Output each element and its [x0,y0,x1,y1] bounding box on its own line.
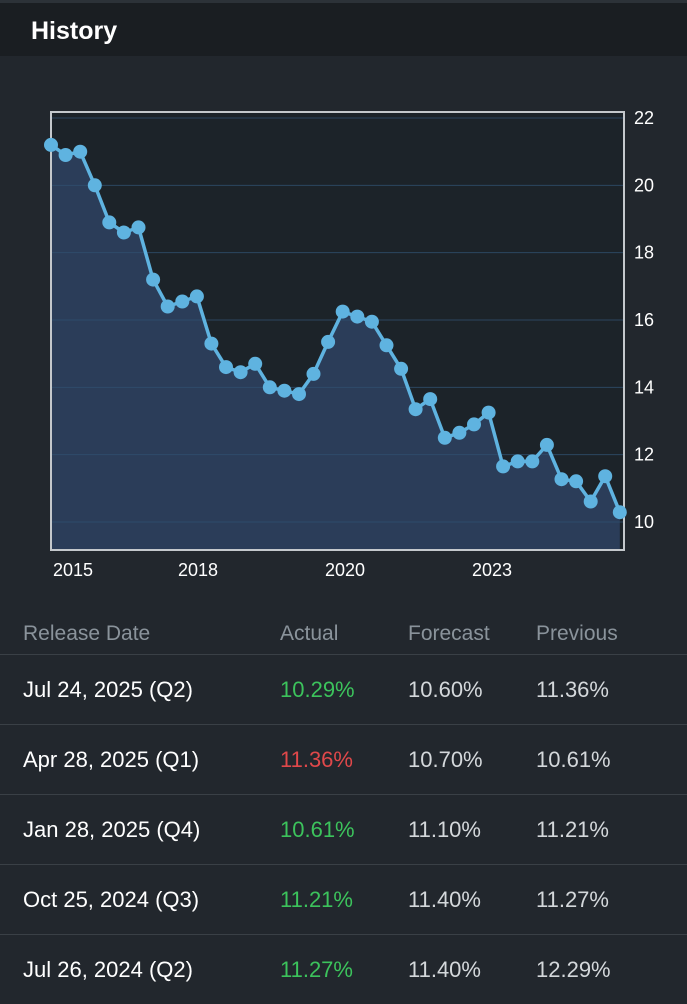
forecast-cell: 10.60% [408,677,483,702]
forecast-cell: 10.70% [408,747,483,772]
data-point[interactable] [44,137,58,152]
previous-cell: 11.27% [536,887,609,912]
x-tick-label: 2015 [53,560,93,580]
previous-cell: 11.36% [536,677,609,702]
history-chart: 10 12 14 16 18 20 22 2015 2018 2020 2023 [0,56,687,600]
data-point[interactable] [116,225,131,240]
data-point[interactable] [233,365,248,380]
y-tick-label: 14 [634,377,654,397]
x-tick-label: 2023 [472,560,512,580]
data-point[interactable] [583,494,598,509]
forecast-cell: 11.40% [408,887,481,912]
data-point[interactable] [321,334,336,349]
series-line [50,143,622,513]
previous-cell: 12.29% [536,957,611,982]
data-point[interactable] [496,459,511,474]
data-point[interactable] [598,469,613,484]
data-point[interactable] [292,387,306,402]
data-point[interactable] [539,437,554,452]
data-point[interactable] [204,336,219,351]
actual-cell: 10.29% [280,677,355,702]
y-tick-label: 18 [634,243,654,263]
header-previous: Previous [536,622,618,645]
release-date-cell: Jul 24, 2025 (Q2) [23,677,193,702]
y-tick-label: 16 [634,310,654,330]
data-point[interactable] [467,417,481,432]
actual-cell: 11.27% [280,957,353,982]
table-row[interactable]: Jul 26, 2024 (Q2) 11.27% 11.40% 12.29% [0,934,687,1004]
release-date-cell: Oct 25, 2024 (Q3) [23,887,200,912]
data-point[interactable] [73,144,88,159]
data-point[interactable] [189,289,204,304]
data-point[interactable] [248,356,263,371]
data-point[interactable] [160,299,175,314]
header-release-date: Release Date [23,622,151,645]
previous-cell: 11.21% [536,817,609,842]
area-fill [51,144,620,550]
release-date-cell: Jul 26, 2024 (Q2) [23,957,193,982]
actual-cell: 10.61% [280,817,355,842]
y-tick-label: 20 [634,175,654,195]
data-point[interactable] [262,380,277,395]
release-date-cell: Apr 28, 2025 (Q1) [23,747,200,772]
plot-frame [50,111,625,551]
data-point[interactable] [481,405,496,420]
data-point[interactable] [277,383,292,398]
chart-svg: 10 12 14 16 18 20 22 2015 2018 2020 2023 [44,108,654,580]
table-row[interactable]: Apr 28, 2025 (Q1) 11.36% 10.70% 10.61% [0,724,687,794]
table-row[interactable]: Jul 24, 2025 (Q2) 10.29% 10.60% 11.36% [0,654,687,724]
data-point[interactable] [525,454,540,469]
data-point[interactable] [219,360,233,375]
data-point[interactable] [364,314,379,329]
table-row[interactable]: Jan 28, 2025 (Q4) 10.61% 11.10% 11.21% [0,794,687,864]
data-point[interactable] [423,392,438,407]
data-point[interactable] [554,472,569,487]
data-point[interactable] [87,178,102,193]
header-actual: Actual [280,622,339,645]
y-tick-label: 22 [634,108,654,128]
data-point[interactable] [102,215,117,230]
data-point[interactable] [408,402,423,417]
data-point[interactable] [306,366,321,381]
forecast-cell: 11.40% [408,957,481,982]
data-point[interactable] [335,304,350,319]
x-tick-label: 2018 [178,560,218,580]
data-point[interactable] [437,430,452,445]
forecast-cell: 11.10% [408,817,481,842]
data-point[interactable] [510,454,525,469]
release-date-cell: Jan 28, 2025 (Q4) [23,817,201,842]
header-forecast: Forecast [408,622,490,645]
data-point[interactable] [175,294,190,309]
data-point[interactable] [379,338,394,353]
history-header: History [0,0,687,56]
table-header: Release Date Actual Forecast Previous [0,604,687,654]
previous-cell: 10.61% [536,747,611,772]
y-tick-label: 10 [634,512,654,532]
y-tick-label: 12 [634,445,654,465]
page-title: History [31,17,118,45]
data-point[interactable] [146,272,161,287]
data-point[interactable] [612,505,627,520]
data-point[interactable] [58,148,73,162]
actual-cell: 11.21% [280,887,353,912]
history-table: Release Date Actual Forecast Previous Ju… [0,604,687,1004]
actual-cell: 11.36% [280,747,353,772]
x-tick-label: 2020 [325,560,365,580]
data-point[interactable] [569,474,584,489]
data-point[interactable] [394,361,409,376]
table-row[interactable]: Oct 25, 2024 (Q3) 11.21% 11.40% 11.27% [0,864,687,934]
data-point[interactable] [452,425,467,440]
data-point[interactable] [131,220,146,235]
data-point[interactable] [350,309,365,324]
